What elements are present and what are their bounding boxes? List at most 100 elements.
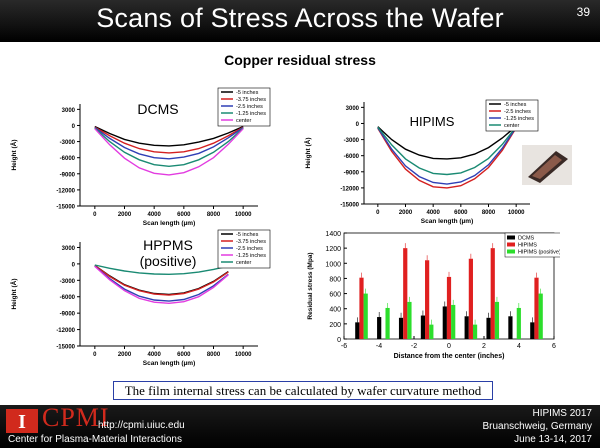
- bar: [355, 322, 360, 339]
- legend-label: center: [504, 123, 519, 129]
- x-tick-label: 4: [517, 343, 521, 350]
- bar: [534, 277, 539, 339]
- legend-label: -5 inches: [236, 232, 259, 238]
- hppms-chart: 3000 0 -3000 -6000 -9000 -12000 -15000 0 2000 400…: [9, 229, 271, 367]
- cpmi-logo-text: CPMI: [42, 403, 110, 432]
- x-tick-label: 4000: [147, 212, 161, 218]
- x-tick-label: 8000: [207, 352, 221, 358]
- bar: [486, 317, 491, 339]
- x-axis-label: Distance from the center (inches): [394, 353, 505, 360]
- legend-swatch: [507, 235, 515, 240]
- series-line: [94, 126, 244, 154]
- y-axis-label: Height (Å): [303, 137, 312, 168]
- bar: [508, 316, 513, 339]
- y-tick-label: 0: [337, 337, 341, 344]
- y-tick-label: -12000: [56, 188, 75, 194]
- legend-label: HIPIMS (positive): [518, 250, 560, 256]
- legend-label: -3.75 inches: [236, 97, 266, 103]
- x-tick-label: 4000: [426, 210, 440, 216]
- footer-center-name: Center for Plasma-Material Interactions: [8, 434, 182, 445]
- series-line: [94, 127, 244, 160]
- series-line: [94, 127, 244, 168]
- y-tick-label: 3000: [62, 108, 76, 114]
- legend-label: -1.25 inches: [504, 116, 534, 122]
- y-tick-label: 800: [329, 276, 341, 283]
- bar: [442, 306, 447, 339]
- uiuc-logo: I: [4, 408, 40, 434]
- series-line: [94, 265, 229, 302]
- bar: [464, 316, 469, 339]
- footer-conf-date: June 13-14, 2017: [514, 434, 592, 445]
- hipims-chart-panel: 3000 0 -3000 -6000 -9000 -12000 -15000 0 2000 400…: [302, 84, 542, 234]
- series-line: [377, 126, 517, 185]
- bar: [516, 307, 521, 339]
- y-tick-label: 600: [329, 292, 341, 299]
- legend-label: center: [236, 260, 251, 266]
- bar: [425, 260, 430, 339]
- chart-title: HIPIMS: [410, 114, 455, 129]
- slide-header: [0, 0, 600, 42]
- residual-stress-chart: 0 200 400 600 800 1000 1200 1400 -6 -4 -2 0 2 4 6 Dista…: [307, 231, 560, 360]
- caption-box: The film internal stress can be calculat…: [113, 381, 493, 400]
- x-tick-label: -4: [376, 343, 382, 350]
- bar: [538, 293, 543, 339]
- y-axis-label: Height (Å): [9, 278, 18, 309]
- legend-label: -1.25 inches: [236, 253, 266, 259]
- x-tick-label: 8000: [207, 212, 221, 218]
- legend-swatch: [507, 242, 515, 247]
- bar: [472, 324, 478, 339]
- bar: [385, 307, 390, 339]
- x-axis-label: Scan length (µm): [143, 220, 196, 227]
- y-tick-label: -9000: [60, 172, 76, 178]
- x-tick-label: 0: [376, 210, 380, 216]
- y-tick-label: -3000: [60, 279, 76, 285]
- y-axis-label: Residual stress (Mpa): [307, 252, 314, 319]
- x-tick-label: 10000: [235, 212, 252, 218]
- dcms-chart-panel: 3000 0 -3000 -6000 -9000 -12000 -15000 0 2000 400…: [8, 84, 298, 234]
- chart-title: HPPMS: [143, 237, 193, 253]
- x-tick-label: 2000: [399, 210, 413, 216]
- bar: [490, 248, 495, 339]
- x-tick-label: 2000: [118, 212, 132, 218]
- bar: [451, 304, 456, 339]
- series-line: [94, 128, 244, 176]
- series-line: [94, 264, 229, 296]
- bar: [429, 324, 434, 339]
- chart-title-line2: (positive): [140, 253, 197, 269]
- chart-title: DCMS: [137, 101, 178, 117]
- series-line: [377, 125, 517, 160]
- x-tick-label: 6000: [454, 210, 468, 216]
- dcms-chart: 3000 0 -3000 -6000 -9000 -12000 -15000 0 2000 400…: [9, 87, 271, 227]
- y-tick-label: 1000: [325, 261, 341, 268]
- bar: [494, 301, 500, 339]
- legend-label: -5 inches: [236, 90, 259, 96]
- y-tick-label: -12000: [56, 328, 75, 334]
- stress-chart-panel: 0 200 400 600 800 1000 1200 1400 -6 -4 -2 0 2 4 6 Dista…: [302, 227, 560, 377]
- x-tick-label: 2: [482, 343, 486, 350]
- x-tick-label: 0: [93, 212, 97, 218]
- slide-title: Scans of Stress Across the Wafer: [96, 3, 504, 33]
- series-line: [94, 265, 229, 305]
- x-tick-label: 8000: [482, 210, 496, 216]
- legend-label: -2.5 inches: [236, 246, 263, 252]
- footer-conf-location: Bruanschweig, Germany: [482, 421, 593, 432]
- y-tick-label: -9000: [60, 312, 76, 318]
- x-tick-label: 6: [552, 343, 556, 350]
- hppms-chart-panel: 3000 0 -3000 -6000 -9000 -12000 -15000 0 2000 400…: [8, 228, 298, 378]
- x-tick-label: 0: [447, 343, 451, 350]
- bar: [468, 258, 473, 339]
- y-tick-label: 200: [329, 322, 341, 329]
- y-tick-label: 0: [356, 122, 360, 128]
- bar: [446, 276, 452, 339]
- y-tick-label: -12000: [340, 186, 359, 192]
- y-tick-label: 400: [329, 307, 341, 314]
- y-tick-label: -15000: [56, 205, 75, 211]
- x-tick-label: -2: [411, 343, 417, 350]
- footer-url[interactable]: http://cpmi.uiuc.edu: [98, 420, 185, 431]
- x-axis-label: Scan length (µm): [421, 218, 474, 225]
- y-tick-label: -3000: [60, 140, 76, 146]
- y-tick-label: -6000: [60, 295, 76, 301]
- hipims-chart: 3000 0 -3000 -6000 -9000 -12000 -15000 0 2000 400…: [303, 99, 539, 225]
- series-line: [94, 264, 229, 276]
- y-tick-label: -3000: [344, 138, 360, 144]
